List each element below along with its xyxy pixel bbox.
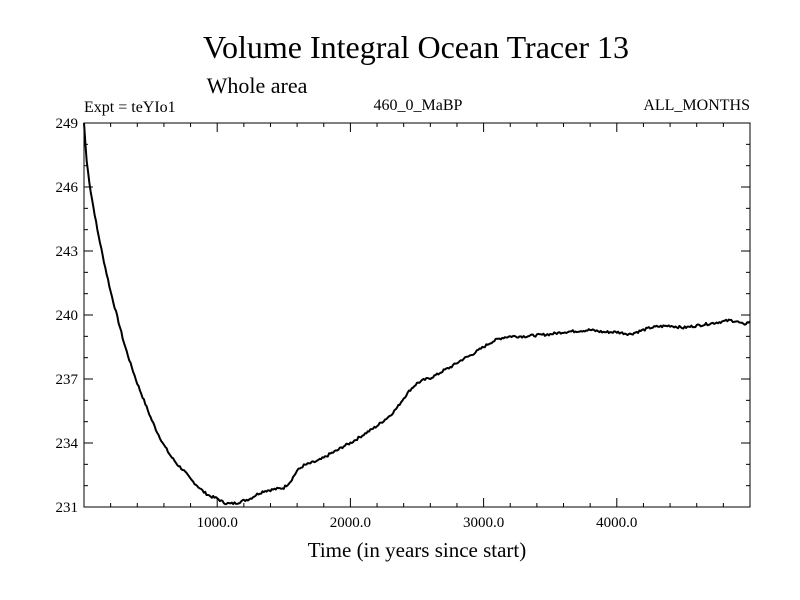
y-tick-label: 234 — [56, 436, 79, 452]
x-axis-label: Time (in years since start) — [308, 538, 527, 562]
y-tick-label: 246 — [56, 180, 79, 196]
chart-subtitle: Whole area — [207, 73, 308, 98]
y-tick-label: 243 — [56, 244, 79, 260]
y-tick-label: 237 — [56, 372, 79, 388]
tick-layer — [84, 122, 750, 508]
months-label: ALL_MONTHS — [643, 97, 750, 114]
period-label: 460_0_MaBP — [374, 97, 463, 114]
x-tick-label: 1000.0 — [197, 515, 238, 531]
experiment-label: Expt = teYIo1 — [84, 99, 176, 116]
x-tick-label: 3000.0 — [463, 515, 504, 531]
chart-title: Volume Integral Ocean Tracer 13 — [203, 29, 629, 65]
y-tick-label: 231 — [56, 500, 79, 516]
plot-frame — [83, 122, 751, 508]
tick-label-layer: 1000.0 2000.0 3000.0 4000.0 231 234 237 240 243 2… — [56, 116, 638, 531]
y-tick-label: 240 — [56, 308, 79, 324]
y-tick-label: 249 — [56, 116, 79, 132]
series-layer — [83, 122, 751, 506]
x-tick-label: 4000.0 — [596, 515, 637, 531]
x-tick-label: 2000.0 — [330, 515, 371, 531]
series-line — [83, 122, 751, 506]
